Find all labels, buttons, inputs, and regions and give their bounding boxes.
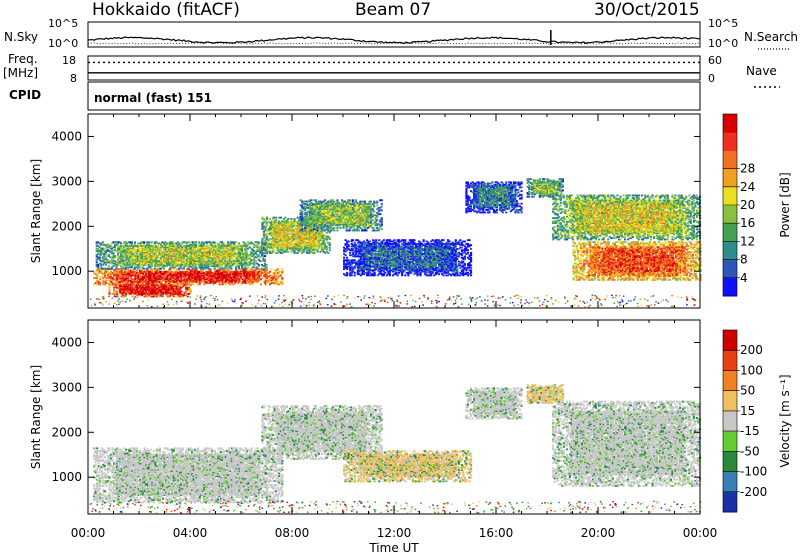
velocity-colorbar-label: 200 [740,343,763,357]
power-ytick-label: 1000 [51,264,82,278]
power-colorbar-title: Power [dB] [778,172,792,237]
velocity-colorbar-cell [723,492,737,513]
power-ytick-label: 4000 [51,129,82,143]
power-echo-cells [90,178,702,307]
velocity-colorbar-label: -100 [740,465,767,479]
power-colorbar-label: 8 [740,253,748,267]
power-colorbar-label: 20 [740,198,755,212]
power-ytick-label: 3000 [51,174,82,188]
velocity-ytick-label: 4000 [51,335,82,349]
time-tick-label: 08:00 [275,526,310,540]
velocity-ytick-label: 1000 [51,470,82,484]
velocity-colorbar-label: -15 [740,424,760,438]
velocity-colorbar-cell [723,391,737,412]
velocity-ylabel: Slant Range [km] [29,365,43,469]
velocity-colorbar-label: -50 [740,444,760,458]
time-tick-label: 20:00 [581,526,616,540]
power-ytick-label: 2000 [51,219,82,233]
time-tick-label: 16:00 [479,526,514,540]
velocity-colorbar-label: 100 [740,363,763,377]
velocity-colorbar-cell [723,472,737,493]
power-colorbar-label: 16 [740,216,755,230]
noise-sky-line [88,37,700,44]
velocity-colorbar-cell [723,350,737,371]
velocity-colorbar-cell [723,451,737,472]
power-colorbar-label: 4 [740,271,748,285]
power-colorbar-cell [723,241,737,260]
velocity-ytick-label: 2000 [51,425,82,439]
power-colorbar-cell [723,205,737,224]
power-colorbar-cell [723,132,737,151]
time-tick-label: 04:00 [173,526,208,540]
time-tick-label: 12:00 [377,526,412,540]
velocity-colorbar-cell [723,431,737,452]
power-colorbar-cell [723,278,737,297]
velocity-colorbar-cell [723,370,737,391]
velocity-echo-cells [89,384,701,513]
power-colorbar-cell [723,223,737,242]
cpid-panel-frame [88,82,700,110]
power-colorbar-label: 24 [740,180,755,194]
power-colorbar-cell [723,187,737,206]
time-tick-label: 00:00 [683,526,718,540]
power-colorbar-cell [723,260,737,279]
power-colorbar-cell [723,150,737,169]
velocity-ytick-label: 3000 [51,380,82,394]
power-ylabel: Slant Range [km] [29,159,43,263]
velocity-colorbar-label: 15 [740,404,755,418]
freq-panel-frame [88,56,700,80]
time-tick-label: 00:00 [71,526,106,540]
velocity-colorbar-cell [723,411,737,432]
velocity-colorbar-cell [723,330,737,351]
velocity-colorbar-label: -200 [740,485,767,499]
noise-search-line [88,43,700,44]
velocity-colorbar-title: Velocity [m s⁻¹] [778,374,792,467]
time-axis-label: Time UT [368,541,419,554]
power-colorbar-label: 12 [740,234,755,248]
power-colorbar-label: 28 [740,162,755,176]
velocity-colorbar-label: 50 [740,384,755,398]
power-colorbar-cell [723,114,737,133]
power-colorbar-cell [723,169,737,188]
